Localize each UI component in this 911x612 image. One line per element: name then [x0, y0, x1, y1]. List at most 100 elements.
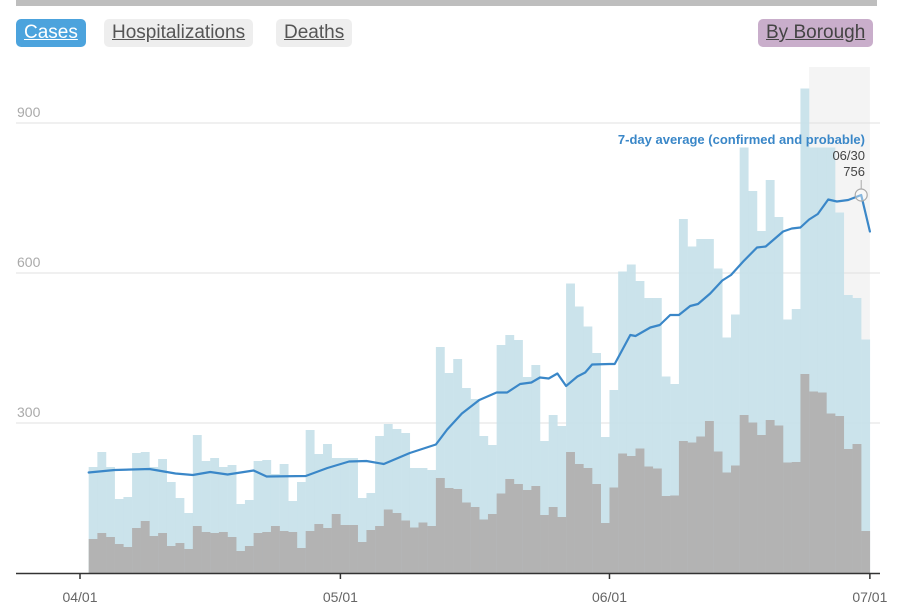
bar-overlay [704, 421, 714, 573]
annotation-marker [854, 188, 868, 202]
x-tick-label: 05/01 [323, 589, 358, 605]
bar-total [652, 298, 662, 573]
bar-total [531, 365, 541, 573]
x-tick-label: 04/01 [62, 589, 97, 605]
bar-overlay [592, 484, 601, 573]
bar-overlay [600, 523, 610, 573]
bar-overlay [392, 513, 402, 573]
bar-total [566, 283, 575, 573]
bar-total [670, 384, 680, 573]
bar-overlay [314, 524, 324, 573]
tab-deaths[interactable]: Deaths [276, 19, 353, 47]
bar-total [453, 359, 463, 573]
bar-total [678, 219, 688, 573]
tab-cases[interactable]: Cases [16, 19, 86, 47]
bar-overlay [427, 526, 437, 573]
bar-total [305, 430, 315, 573]
bar-total [479, 436, 489, 573]
bar-overlay [496, 493, 506, 573]
bar-overlay [132, 528, 141, 573]
bar-overlay [418, 522, 428, 573]
bar-total [106, 467, 115, 573]
bar-overlay [626, 456, 636, 573]
bar-overlay [201, 532, 211, 573]
bar-overlay [618, 453, 628, 573]
bar-total [158, 459, 167, 573]
bar-overlay [305, 531, 315, 573]
bar-total [514, 340, 523, 573]
bar-total [626, 264, 636, 573]
bar-total [783, 319, 792, 573]
bar-overlay [435, 478, 445, 573]
bar-total [392, 429, 402, 573]
bar-total [644, 298, 654, 573]
bar-overlay [470, 507, 480, 573]
bar-overlay [861, 531, 871, 573]
bar-total [461, 388, 471, 573]
bar-overlay [375, 526, 384, 573]
by-borough-button[interactable]: By Borough [758, 19, 874, 47]
bar-total [505, 335, 515, 573]
bar-total [97, 452, 107, 573]
bar-total [201, 461, 211, 573]
bar-total [861, 339, 871, 573]
bar-total [184, 513, 194, 573]
bar-overlay [349, 525, 358, 573]
bar-total [444, 373, 454, 573]
bar-total [757, 231, 766, 573]
bar-total [487, 445, 497, 573]
bar-overlay [566, 452, 575, 573]
bar-overlay [722, 472, 732, 573]
tab-hospitalizations[interactable]: Hospitalizations [104, 19, 254, 47]
bar-overlay [357, 542, 367, 573]
bar-total [548, 415, 558, 573]
bar-total [166, 482, 176, 573]
bar-total [852, 298, 862, 573]
bar-total [635, 281, 645, 573]
bar-overlay [479, 519, 489, 573]
bar-overlay [826, 413, 836, 573]
y-tick-label: 900 [17, 104, 41, 120]
bar-overlay [323, 528, 332, 573]
bar-overlay [757, 435, 766, 573]
bar-total [123, 497, 133, 573]
bar-total [175, 498, 185, 573]
bar-total [687, 246, 697, 573]
bar-overlay [366, 530, 376, 573]
annotation-value: 756 [843, 164, 865, 179]
bar-overlay [678, 441, 688, 573]
bar-total [314, 454, 324, 573]
bar-total [696, 239, 706, 573]
bar-overlay [557, 517, 567, 573]
bar-overlay [140, 521, 150, 573]
bar-overlay [166, 546, 176, 573]
bar-total [843, 295, 853, 573]
bar-total [748, 191, 758, 573]
bar-total [270, 474, 280, 573]
bar-overlay [652, 468, 662, 573]
bar-overlay [748, 422, 758, 573]
bar-overlay [661, 496, 671, 573]
bar-overlay [774, 425, 784, 573]
bar-total [349, 458, 358, 573]
bar-total [427, 470, 437, 573]
bar-overlay [817, 392, 827, 573]
bar-total [774, 217, 784, 573]
bar-total [600, 437, 610, 573]
bar-total [574, 306, 584, 573]
bar-total [609, 390, 619, 573]
bar-overlay [88, 539, 98, 573]
bar-overlay [574, 464, 584, 573]
bar-total [236, 504, 246, 573]
bar-overlay [149, 536, 159, 573]
bar-overlay [175, 543, 185, 573]
bar-overlay [635, 448, 645, 573]
bar-overlay [835, 416, 845, 573]
bar-total [540, 441, 549, 573]
bar-overlay [713, 451, 723, 573]
bar-total [383, 424, 393, 573]
bar-overlay [583, 468, 593, 573]
bar-total [731, 314, 740, 573]
bar-overlay [192, 526, 202, 573]
bar-total [817, 147, 827, 573]
